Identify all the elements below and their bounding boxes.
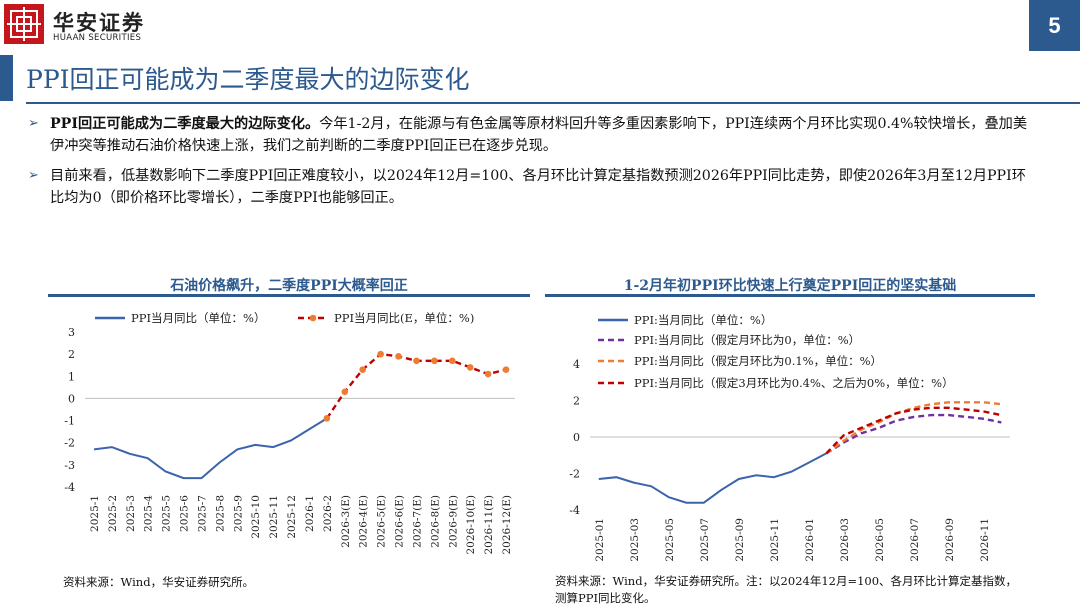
right-chart-legend-label: PPI:当月同比（假定月环比为0，单位：%） <box>634 333 860 347</box>
left-chart-legend-label: PPI当月同比(E，单位：%) <box>334 311 474 325</box>
right-chart-xtick-label: 2026-05 <box>874 518 886 562</box>
right-chart-xtick-label: 2026-09 <box>944 518 956 562</box>
left-chart-xtick-label: 2025-1 <box>89 495 101 532</box>
right-chart-xtick-label: 2025-09 <box>734 518 746 562</box>
left-chart-xtick-label: 2025-3 <box>125 495 137 532</box>
right-chart-series-0-line <box>598 452 827 504</box>
left-chart: 3 2 1 0 -1 -2 -3 -4 2025-1 2025-2 2025-3 2025-4 2025… <box>64 311 515 555</box>
left-chart-xtick-label: 2026-5(E) <box>376 495 388 548</box>
left-chart-xtick-label: 2026-3(E) <box>340 495 352 548</box>
left-chart-series-1-point <box>431 357 438 365</box>
right-chart-series-2-line <box>825 401 1002 455</box>
left-chart-xtick-label: 2026-8(E) <box>429 495 441 548</box>
left-chart-series-1-point <box>395 353 402 360</box>
bullet-arrow-icon: ➢ <box>28 168 39 183</box>
right-chart-xtick-label: 2025-01 <box>594 518 606 562</box>
title-accent-bar <box>0 55 13 101</box>
right-chart-source: 资料来源：Wind，华安证券研究所。注：以2024年12月=100、各月环比计算… <box>555 574 1018 605</box>
left-chart-source: 资料来源：Wind，华安证券研究所。 <box>63 575 255 589</box>
right-chart-xtick-label: 2025-03 <box>629 518 641 562</box>
left-chart-title-rule <box>48 294 530 297</box>
right-chart-series-3-line <box>825 406 1002 455</box>
left-chart-title: 石油价格飙升，二季度PPI大概率回正 <box>170 278 408 294</box>
left-chart-series-1-point <box>341 388 349 396</box>
left-chart-xtick-label: 2026-12(E) <box>501 495 513 555</box>
company-name-cn: 华安证券 <box>53 10 145 35</box>
right-chart-xtick-label: 2025-07 <box>699 518 711 562</box>
page-number: 5 <box>1029 0 1080 51</box>
left-chart-series-1-point <box>359 366 367 373</box>
right-chart-xtick-label: 2025-05 <box>664 518 676 562</box>
logo-mark-icon <box>4 4 44 44</box>
company-name-en: HUAAN SECURITIES <box>53 33 142 43</box>
right-chart-xtick-label: 2025-11 <box>769 518 781 562</box>
left-chart-xtick-label: 2025-5 <box>161 495 173 532</box>
right-chart-title-rule <box>545 294 1035 297</box>
bullet-1-lead: PPI回正可能成为二季度最大的边际变化。 <box>50 116 320 132</box>
left-chart-xtick-label: 2025-6 <box>179 495 191 532</box>
left-chart-xtick-label: 2026-10(E) <box>465 495 477 555</box>
bullet-2: ➢ 目前来看，低基数影响下二季度PPI回正难度较小，以2024年12月=100、… <box>28 165 1028 209</box>
left-chart-legend-label: PPI当月同比（单位：%） <box>131 311 265 325</box>
left-chart-series-1-point <box>448 357 456 365</box>
left-chart-xtick-label: 2025-9 <box>232 495 244 532</box>
left-chart-xtick-label: 2026-7(E) <box>411 495 423 548</box>
left-chart-ytick-label: -2 <box>64 437 75 450</box>
right-chart-xtick-label: 2026-11 <box>979 518 991 562</box>
left-chart-xtick-label: 2025-11 <box>268 495 280 539</box>
left-chart-xtick-label: 2026-9(E) <box>447 495 459 548</box>
page-title: PPI回正可能成为二季度最大的边际变化 <box>26 65 470 94</box>
left-chart-xtick-label: 2025-7 <box>196 495 208 532</box>
bullet-1-text: 今年1-2月，在能源与有色金属等原材料回升等多重因素影响下，PPI连续两个月环比… <box>50 116 1028 154</box>
left-chart-xtick-label: 2025-8 <box>214 495 226 532</box>
right-chart-xtick-label: 2026-07 <box>909 518 921 562</box>
right-chart-ytick-label: -2 <box>569 468 580 481</box>
right-chart-title: 1-2月年初PPI环比快速上行奠定PPI回正的坚实基础 <box>623 278 957 294</box>
left-chart-ytick-label: -3 <box>64 459 75 472</box>
bullet-2-text: 目前来看，低基数影响下二季度PPI回正难度较小，以2024年12月=100、各月… <box>50 168 1026 206</box>
left-chart-xtick-label: 2026-6(E) <box>394 495 406 548</box>
left-chart-ytick-label: 1 <box>68 370 75 383</box>
left-chart-series-0-line <box>93 417 328 480</box>
right-chart-ytick-label: 2 <box>573 395 580 408</box>
left-chart-series-1-point <box>413 357 420 365</box>
right-chart-xtick-label: 2026-03 <box>839 518 851 562</box>
right-chart-ytick-label: -4 <box>569 504 580 517</box>
right-chart-ytick-label: 4 <box>573 358 580 371</box>
left-chart-series-1-point <box>323 415 331 422</box>
left-chart-ytick-label: -4 <box>64 481 75 494</box>
right-chart: 4 2 0 -2 -4 2025-01 2025-03 2025-05 2025-07 2025-… <box>569 313 1010 562</box>
left-chart-series-1-point <box>484 370 492 378</box>
left-chart-xtick-label: 2025-2 <box>107 495 119 532</box>
left-chart-xtick-label: 2025-10 <box>250 495 262 539</box>
left-chart-series-1-point <box>466 364 474 371</box>
left-chart-ytick-label: -1 <box>64 415 75 428</box>
left-chart-xtick-label: 2026-11(E) <box>483 495 495 555</box>
right-chart-legend-label: PPI:当月同比（假定月环比为0.1%，单位：%） <box>634 354 882 368</box>
title-divider <box>26 102 1080 104</box>
left-chart-ytick-label: 0 <box>68 392 75 405</box>
left-chart-legend-marker <box>309 314 317 322</box>
bullet-1: ➢ PPI回正可能成为二季度最大的边际变化。今年1-2月，在能源与有色金属等原材… <box>28 113 1028 157</box>
left-chart-series-1-point <box>377 350 384 358</box>
left-chart-series-1-point <box>502 366 510 373</box>
right-chart-series-1-line <box>825 413 1002 455</box>
left-chart-ytick-label: 3 <box>68 326 75 339</box>
left-chart-xtick-label: 2025-4 <box>143 495 155 532</box>
bullet-arrow-icon: ➢ <box>28 116 39 131</box>
left-chart-xtick-label: 2026-2 <box>322 495 334 532</box>
company-logo <box>4 4 44 44</box>
right-chart-legend-label: PPI:当月同比（单位：%） <box>634 313 772 327</box>
left-chart-xtick-label: 2025-12 <box>286 495 298 539</box>
right-chart-xtick-label: 2026-01 <box>804 518 816 562</box>
left-chart-ytick-label: 2 <box>68 348 75 361</box>
left-chart-xtick-label: 2026-1 <box>304 495 316 532</box>
right-chart-ytick-label: 0 <box>573 431 580 444</box>
left-chart-xtick-label: 2026-4(E) <box>358 495 370 548</box>
right-chart-legend-label: PPI:当月同比（假定3月环比为0.4%、之后为0%，单位：%） <box>634 376 954 390</box>
